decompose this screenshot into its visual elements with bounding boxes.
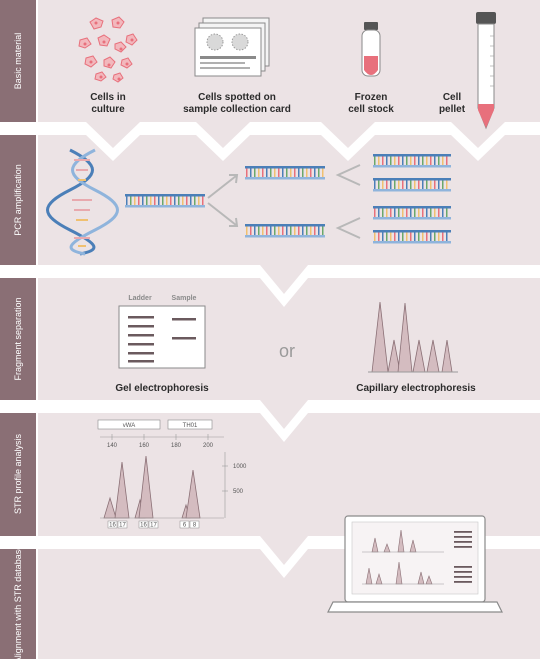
band-basic-background — [38, 0, 540, 148]
basic-item-2-line1: Cells spotted on — [198, 92, 276, 103]
band-pcr-background — [38, 135, 540, 294]
allele-box-6: 8 — [193, 523, 197, 529]
dna-strand-6 — [373, 206, 451, 220]
basic-item-4-line1: Cell — [443, 92, 462, 103]
side-bar-pcr — [0, 135, 36, 265]
allele-box-3: 16 — [140, 523, 147, 529]
stage-label-basic: Basic material — [13, 33, 23, 90]
capillary-electrophoresis-label: Capillary electrophoresis — [356, 383, 476, 394]
dna-strand-7 — [373, 230, 451, 244]
stage-label-fragment: Fragment separation — [13, 297, 23, 380]
y-tick-1000: 1000 — [233, 464, 247, 470]
allele-box-4: 17 — [150, 523, 157, 529]
dna-strand-1 — [125, 194, 205, 208]
marker-th01-label: TH01 — [183, 423, 198, 429]
str-profile-chart: vWA TH01 140 160 180 200 1000 500 — [97, 419, 247, 529]
sample-collection-card-icon — [194, 17, 270, 77]
side-bar-align — [0, 549, 36, 659]
gel-electrophoresis-icon — [118, 305, 206, 369]
basic-item-2-line2: sample collection card — [183, 104, 291, 115]
frozen-cell-stock-icon — [361, 22, 381, 77]
stage-label-str: STR profile analysis — [13, 433, 23, 514]
dna-strand-group — [125, 154, 451, 244]
side-bar-basic — [0, 0, 36, 122]
or-text: or — [279, 341, 295, 361]
axis-tick-200: 200 — [203, 443, 214, 449]
pcr-arrows — [207, 164, 361, 239]
dna-double-helix-icon — [46, 148, 119, 256]
cells-in-culture-nuclei — [83, 21, 134, 81]
marker-box-vwa — [97, 419, 161, 430]
side-bar-str — [0, 413, 36, 536]
basic-item-1-line2: culture — [91, 104, 125, 115]
stage-label-align: Alignment with STR database — [13, 545, 23, 659]
cell-pellet-tube-icon — [476, 12, 496, 130]
dna-strand-4 — [373, 154, 451, 168]
allele-box-1: 16 — [109, 523, 116, 529]
basic-item-3-line1: Frozen — [355, 92, 388, 103]
axis-tick-140: 140 — [107, 443, 118, 449]
laptop-icon — [327, 515, 503, 613]
basic-item-3-line2: cell stock — [348, 104, 394, 115]
stage-label-pcr: PCR amplification — [13, 164, 23, 236]
gel-sample-label: Sample — [172, 295, 197, 302]
marker-vwa-label: vWA — [123, 423, 135, 429]
marker-box-th01 — [167, 419, 213, 430]
y-tick-500: 500 — [233, 489, 244, 495]
allele-box-2: 17 — [119, 523, 126, 529]
side-bar-fragment — [0, 278, 36, 400]
allele-box-5: 6 — [183, 523, 187, 529]
basic-item-4-line2: pellet — [439, 104, 466, 115]
gel-ladder-label: Ladder — [128, 295, 152, 302]
gel-electrophoresis-label: Gel electrophoresis — [115, 383, 209, 394]
dna-strand-3 — [245, 224, 325, 238]
axis-tick-180: 180 — [171, 443, 182, 449]
dna-strand-2 — [245, 166, 325, 180]
axis-tick-160: 160 — [139, 443, 150, 449]
dna-strand-5 — [373, 178, 451, 192]
basic-item-1-line1: Cells in — [90, 92, 126, 103]
